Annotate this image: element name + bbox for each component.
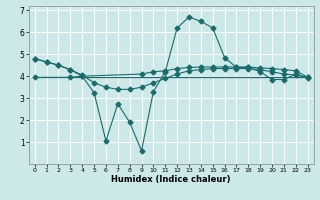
- X-axis label: Humidex (Indice chaleur): Humidex (Indice chaleur): [111, 175, 231, 184]
